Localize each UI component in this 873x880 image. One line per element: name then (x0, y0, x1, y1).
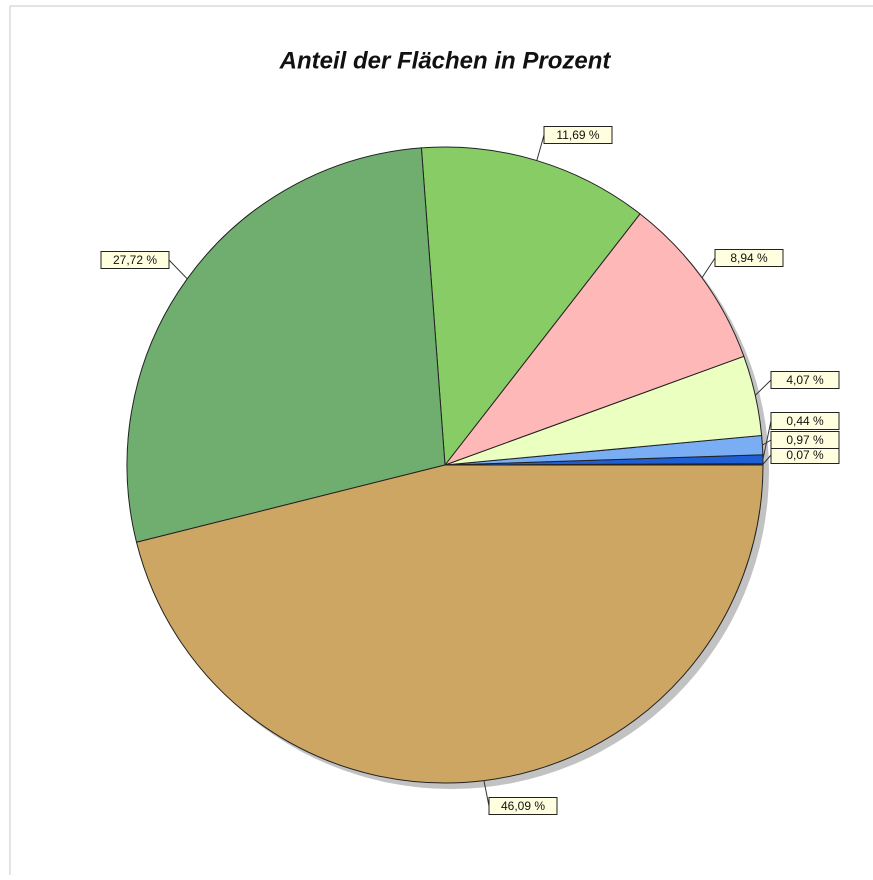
leader-line (536, 134, 545, 161)
pie-slice (135, 464, 764, 784)
leader-line (754, 379, 772, 396)
label-box (488, 797, 558, 815)
pie-slice (443, 213, 745, 467)
data-label: 0,44 % (786, 414, 824, 428)
leader-line (762, 439, 772, 446)
leader-line (483, 780, 490, 807)
leader-line (762, 420, 772, 460)
label-box (770, 431, 840, 449)
data-label: 8,94 % (730, 251, 768, 265)
data-label: 4,07 % (786, 373, 824, 387)
data-label: 46,09 % (501, 799, 545, 813)
frame (9, 5, 873, 875)
pie-slice (420, 146, 641, 467)
label-box (770, 412, 840, 430)
pie-slice (126, 147, 446, 543)
chart-title: Anteil der Flächen in Prozent (279, 47, 612, 74)
label-box (714, 249, 784, 267)
data-label: 11,69 % (556, 128, 599, 142)
data-label: 27,72 % (113, 253, 157, 267)
label-box (100, 251, 170, 269)
label-box (770, 371, 840, 389)
data-label: 0,97 % (786, 433, 824, 447)
leader-line (168, 259, 188, 280)
leader-line (762, 454, 772, 465)
data-label: 0,07 % (786, 448, 824, 462)
leader-line (701, 257, 716, 279)
label-box (543, 126, 613, 144)
